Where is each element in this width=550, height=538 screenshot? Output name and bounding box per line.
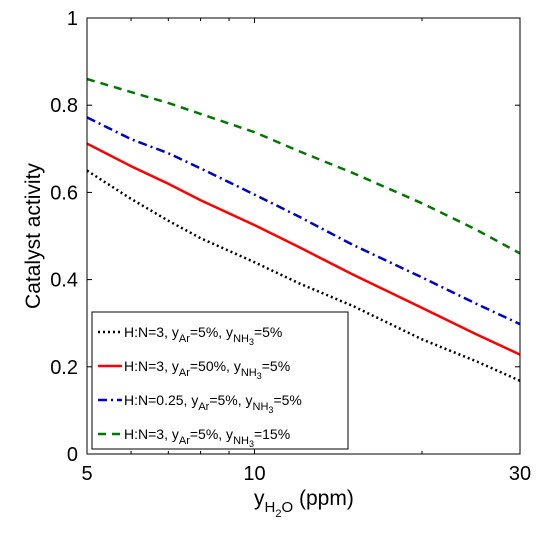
x-axis: 5 10 30 [81,18,531,485]
series-line-4 [86,77,521,255]
series-line-1 [86,169,521,382]
y-axis: 0 0.2 0.4 0.6 0.8 1 [50,8,520,466]
legend: H:N=3, yAr=5%, yNH3=5% H:N=3, yAr=50%, yN… [91,311,349,450]
x-tick-label: 5 [81,463,92,485]
y-axis-label: Catalyst activity [22,163,45,309]
legend-label: H:N=0.25, yAr=5%, yNH3=5% [124,392,302,415]
legend-label: H:N=3, yAr=5%, yNH3=15% [124,426,290,449]
y-tick-label: 0.8 [50,95,78,117]
y-tick-label: 0.2 [50,357,78,379]
plot-frame [86,17,521,455]
x-axis-label: yH2O (ppm) [254,487,354,520]
y-tick-label: 1 [67,8,78,30]
series-line-3 [86,116,521,326]
legend-box [91,311,349,450]
x-tick-label: 30 [509,463,531,485]
plot-lines [86,77,521,382]
legend-label: H:N=3, yAr=50%, yNH3=5% [124,358,290,381]
y-tick-label: 0 [67,444,78,466]
series-line-2 [86,142,521,356]
legend-label: H:N=3, yAr=5%, yNH3=5% [124,324,282,347]
y-tick-label: 0.6 [50,182,78,204]
y-tick-label: 0.4 [50,270,78,292]
x-tick-label: 10 [243,463,265,485]
